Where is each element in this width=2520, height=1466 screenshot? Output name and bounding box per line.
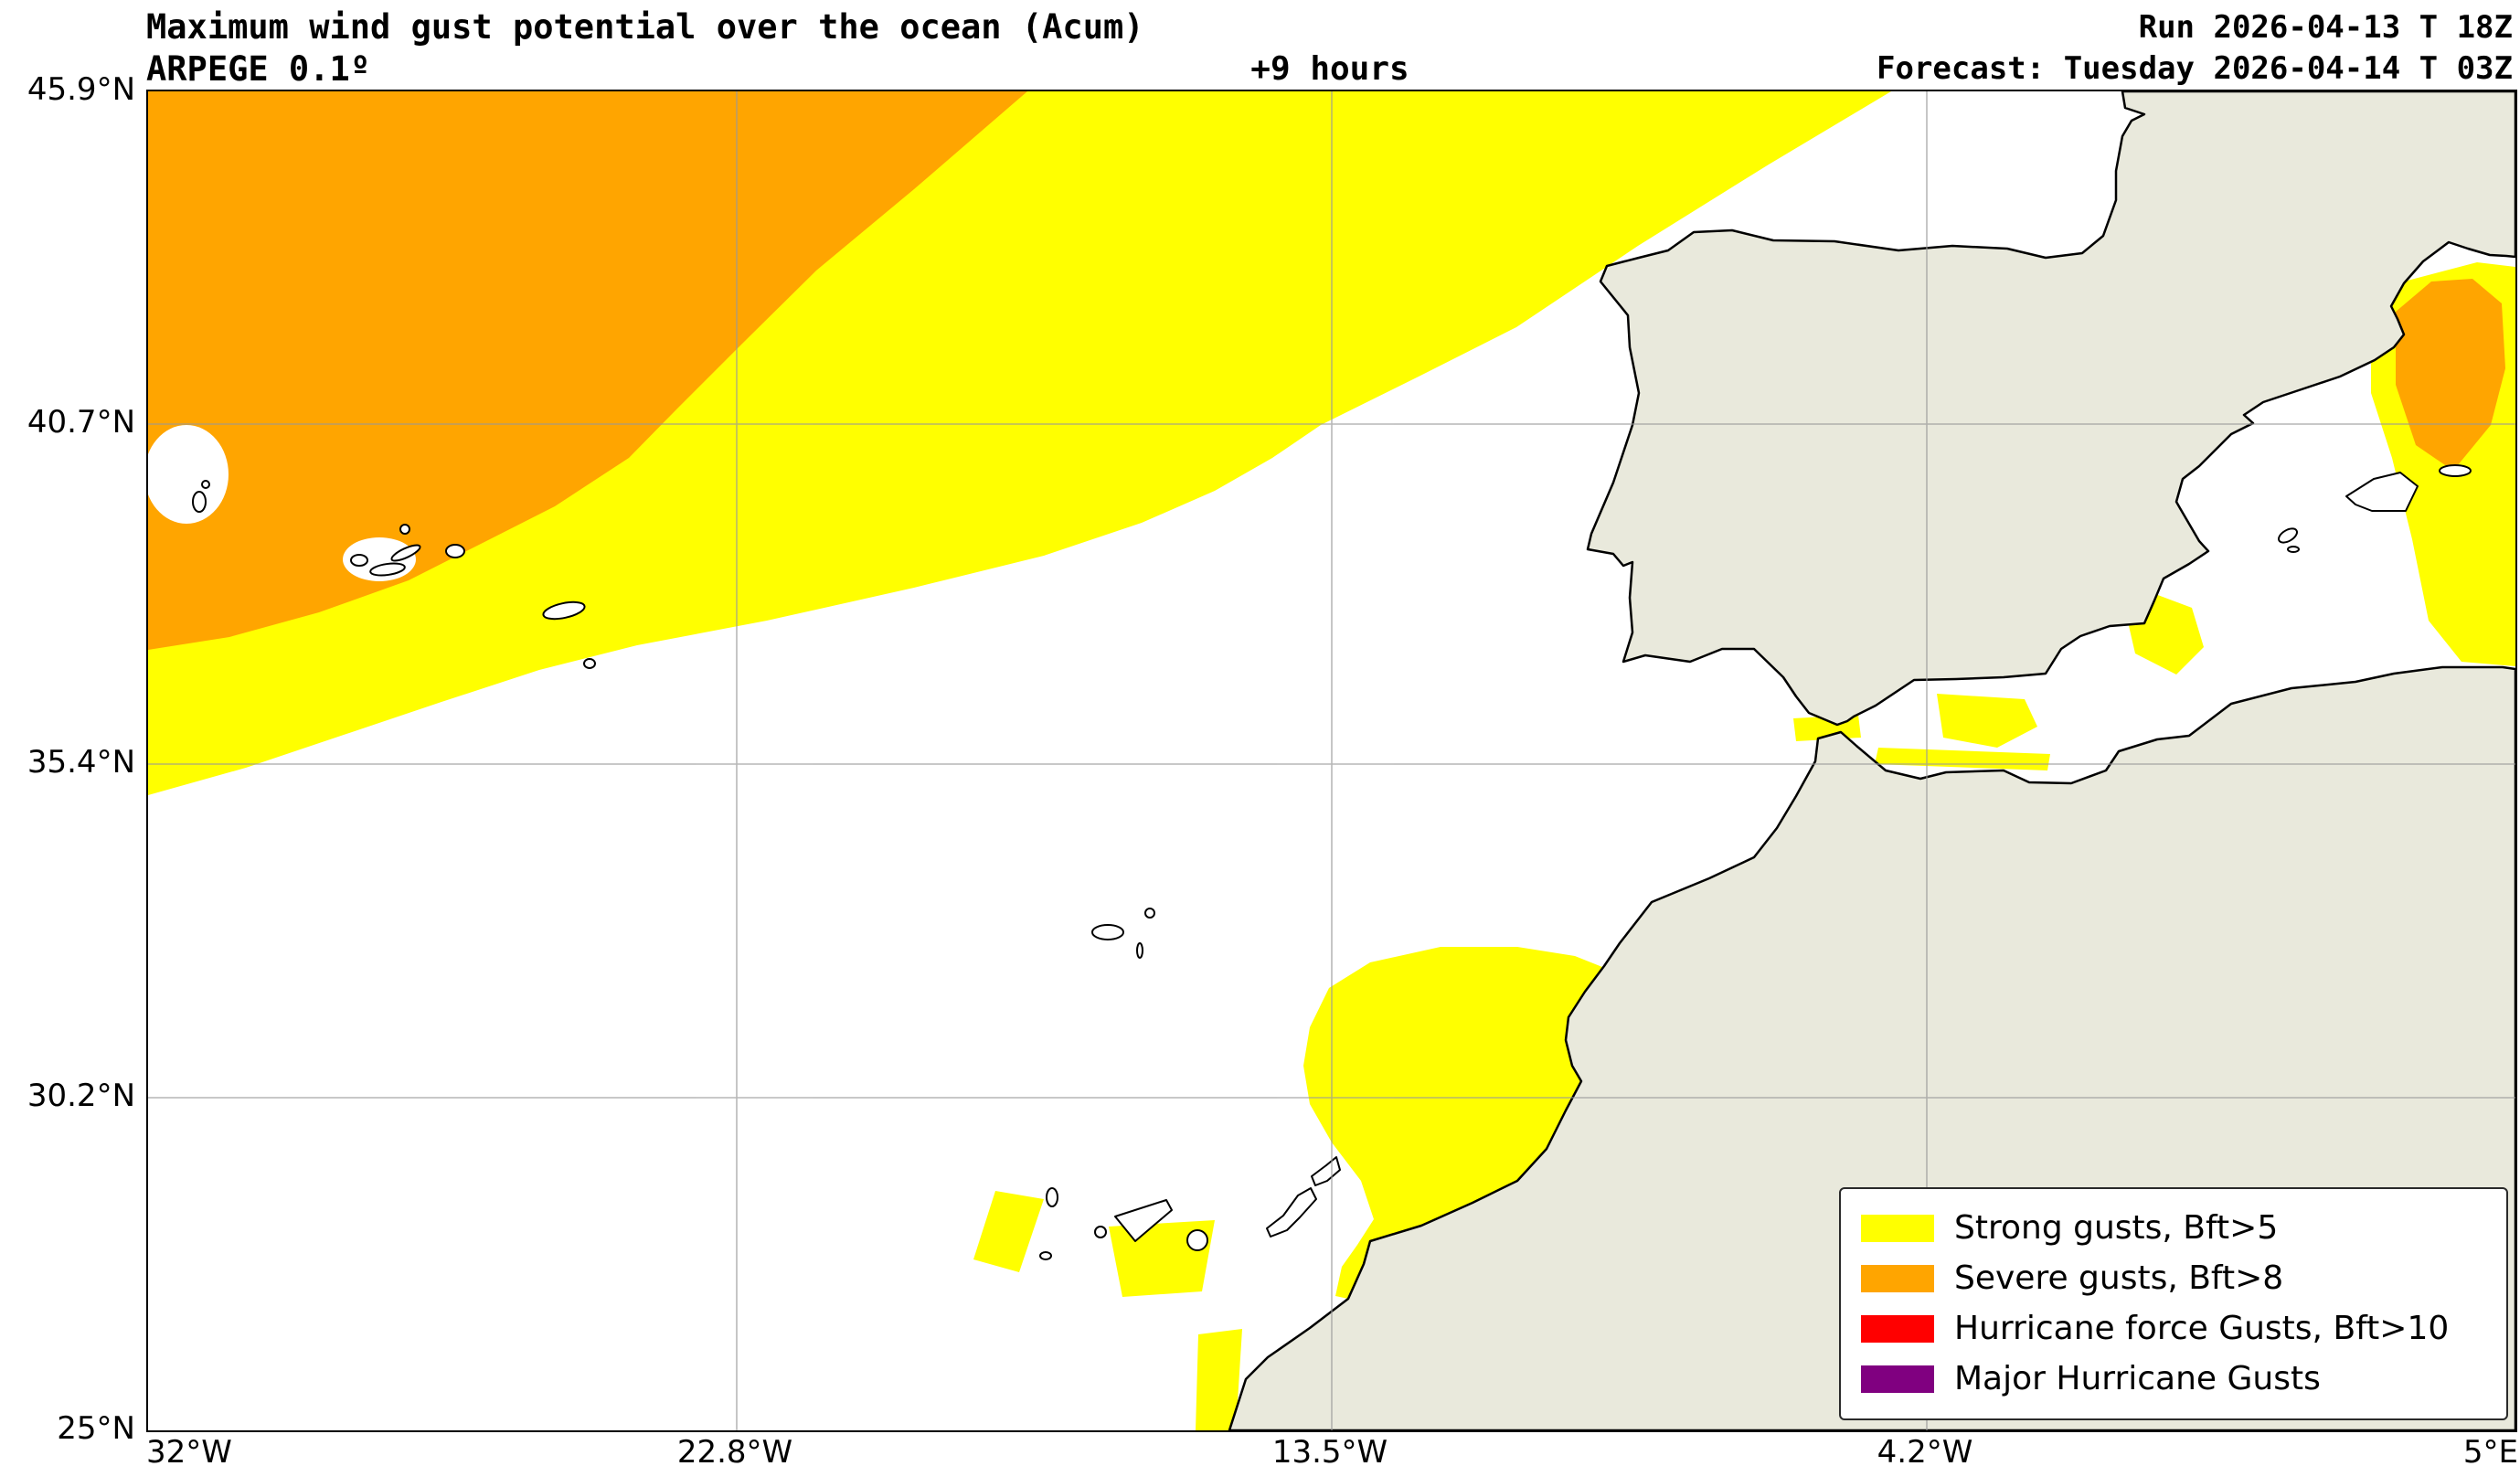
island-desertas — [1136, 942, 1143, 959]
island-santa-maria — [583, 658, 596, 669]
island-pico — [369, 562, 406, 577]
map-plot: Strong gusts, Bft>5 Severe gusts, Bft>8 … — [146, 90, 2517, 1432]
island-fuerteventura — [1266, 1187, 1317, 1238]
legend: Strong gusts, Bft>5 Severe gusts, Bft>8 … — [1839, 1187, 2508, 1420]
calm-notch-flores — [148, 425, 229, 524]
legend-label-severe: Severe gusts, Bft>8 — [1954, 1259, 2284, 1297]
severe-gust-region-gulf-of-lion — [2396, 279, 2505, 471]
strong-gust-region-alboran-1 — [1937, 694, 2037, 748]
gust-overlay-severe — [148, 91, 2505, 650]
island-tenerife — [1114, 1199, 1173, 1242]
legend-item-strong: Strong gusts, Bft>5 — [1861, 1210, 2497, 1247]
legend-swatch-hurricane — [1861, 1315, 1934, 1343]
legend-label-strong: Strong gusts, Bft>5 — [1954, 1209, 2279, 1247]
strong-gusts-swatch — [1861, 1215, 1934, 1242]
y-tick-25n: 25°N — [57, 1410, 135, 1447]
island-menorca — [2439, 464, 2472, 477]
island-ibiza — [2278, 527, 2298, 544]
islands — [192, 464, 2472, 1260]
island-lanzarote — [1311, 1156, 1341, 1186]
model-label: ARPEGE 0.1º — [146, 49, 371, 89]
severe-gust-region-atlantic — [148, 91, 1027, 650]
legend-swatch-major-hurricane — [1861, 1365, 1934, 1393]
island-el-hierro — [1039, 1251, 1052, 1260]
island-flores — [192, 491, 207, 513]
y-tick-35-4n: 35.4°N — [27, 744, 135, 781]
x-tick-22-8w: 22.8°W — [676, 1434, 793, 1466]
island-gran-canaria — [1186, 1229, 1208, 1251]
page-title: Maximum wind gust potential over the oce… — [146, 7, 1144, 47]
island-la-palma — [1046, 1187, 1058, 1207]
y-tick-40-7n: 40.7°N — [27, 404, 135, 441]
strong-gust-region-dakhla — [1196, 1329, 1242, 1430]
hurricane-gusts-swatch — [1861, 1315, 1934, 1343]
legend-item-major-hurricane: Major Hurricane Gusts — [1861, 1361, 2497, 1397]
island-mallorca — [2345, 472, 2419, 512]
y-tick-30-2n: 30.2°N — [27, 1078, 135, 1114]
strong-gust-region-morocco-coast — [1303, 947, 1607, 1299]
severe-gusts-swatch — [1861, 1265, 1934, 1292]
forecast-info: Forecast: Tuesday 2026-04-14 T 03Z — [1877, 50, 2513, 87]
island-graciosa — [399, 524, 410, 535]
island-faial — [350, 554, 368, 567]
legend-item-hurricane: Hurricane force Gusts, Bft>10 — [1861, 1311, 2497, 1347]
legend-label-hurricane: Hurricane force Gusts, Bft>10 — [1954, 1310, 2450, 1347]
legend-label-major-hurricane: Major Hurricane Gusts — [1954, 1360, 2321, 1397]
island-porto-santo — [1144, 908, 1155, 919]
legend-swatch-severe — [1861, 1265, 1934, 1292]
x-tick-32w: 32°W — [146, 1434, 232, 1466]
major-hurricane-gusts-swatch — [1861, 1365, 1934, 1393]
legend-swatch-strong — [1861, 1215, 1934, 1242]
island-terceira — [445, 544, 465, 558]
legend-item-severe: Severe gusts, Bft>8 — [1861, 1260, 2497, 1297]
island-corvo — [201, 480, 210, 489]
y-tick-45-9n: 45.9°N — [27, 71, 135, 108]
lead-time-label: +9 hours — [1250, 50, 1409, 88]
island-madeira — [1091, 924, 1124, 940]
x-tick-13-5w: 13.5°W — [1271, 1434, 1388, 1466]
strong-gust-stripe-canary-west — [973, 1191, 1044, 1272]
x-tick-4-2w: 4.2°W — [1877, 1434, 1973, 1466]
run-info: Run 2026-04-13 T 18Z — [2138, 9, 2513, 46]
x-tick-5e: 5°E — [2462, 1434, 2518, 1466]
island-la-gomera — [1094, 1226, 1107, 1238]
island-sao-miguel — [542, 600, 586, 621]
map-canvas — [148, 91, 2515, 1430]
land-iberia-france — [1586, 91, 2515, 727]
island-sao-jorge — [390, 544, 421, 562]
island-formentera — [2287, 546, 2300, 553]
